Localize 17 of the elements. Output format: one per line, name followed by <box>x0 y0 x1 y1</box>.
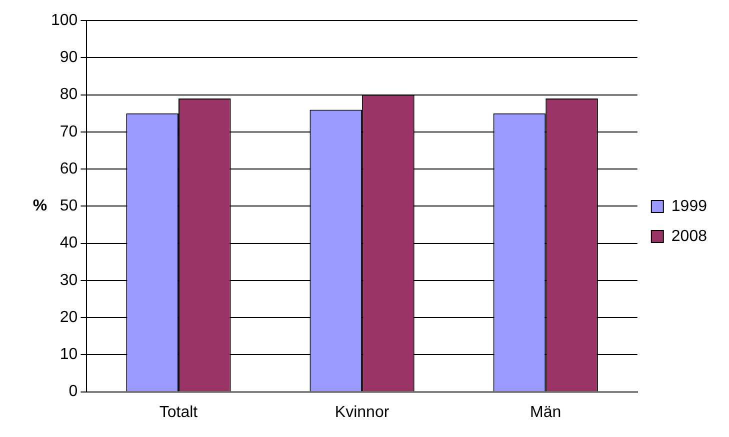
y-axis-title: % <box>32 198 48 215</box>
y-tick-label: 100 <box>50 12 78 30</box>
y-tick-label: 0 <box>68 383 78 400</box>
y-tick-label: 80 <box>60 86 78 104</box>
legend-label: 1999 <box>671 198 708 215</box>
y-tick-label: 60 <box>60 160 78 178</box>
y-tick-label: 20 <box>60 308 78 326</box>
y-tick-label: 10 <box>60 346 78 364</box>
y-tick-label: 70 <box>60 123 78 140</box>
y-tick-label: 30 <box>60 272 78 289</box>
y-tick-label: 40 <box>60 234 78 252</box>
x-tick-label: Totalt <box>159 404 198 421</box>
y-tick-label: 90 <box>60 49 78 66</box>
legend-label: 2008 <box>671 228 708 245</box>
y-tick-label: 50 <box>60 198 78 215</box>
x-tick-label: Kvinnor <box>334 404 390 421</box>
x-tick-label: Män <box>530 404 562 421</box>
